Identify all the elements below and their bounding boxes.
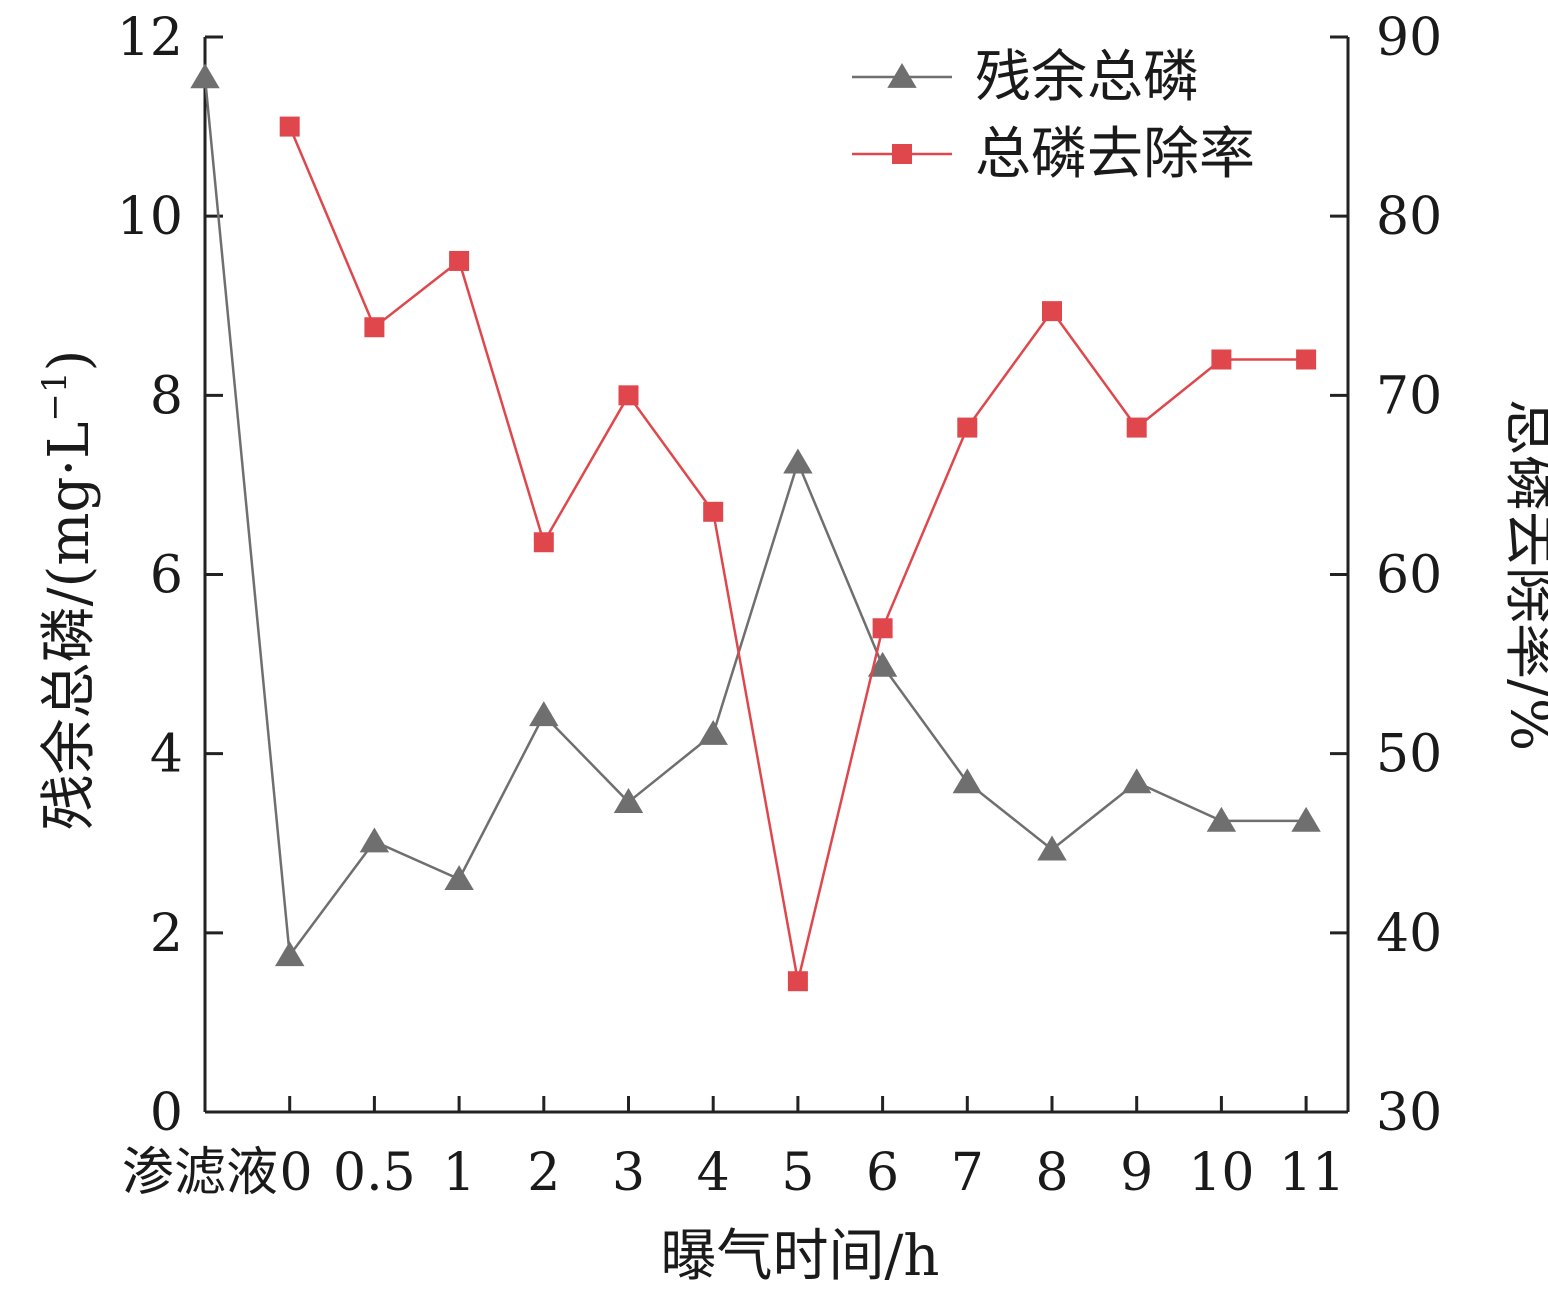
y-left-tick-label: 2 [150,904,183,964]
legend-label: 残余总磷 [975,45,1199,110]
y-axis-left-title-sup: −1 [35,372,75,422]
data-point-triangle [783,448,813,474]
y-left-tick-label: 0 [150,1083,183,1143]
data-point-square [1042,301,1062,322]
y-left-tick-label: 8 [150,366,183,426]
x-tick-label: 1 [443,1143,476,1203]
y-right-tick-label: 90 [1376,8,1442,68]
x-tick-label: 3 [612,1143,645,1203]
series-line [203,77,1307,959]
data-point-square [449,250,470,271]
legend-marker-triangle [887,63,917,88]
data-point-square [957,417,978,438]
x-axis-title: 曝气时间/h [661,1224,940,1289]
x-tick-label: 4 [697,1143,730,1203]
x-tick-label: 2 [527,1143,560,1203]
data-point-triangle [1206,806,1237,832]
series-1 [190,63,1321,967]
data-point-square [364,317,385,338]
legend-item-2: 总磷去除率 [852,122,1255,187]
y-axis-left-title: 残余总磷/(mg·L−1) [35,350,102,831]
data-point-triangle [1122,768,1152,794]
x-tick-label: 7 [951,1143,984,1203]
x-tick-label: 0.5 [333,1143,416,1203]
x-tick-label: 10 [1188,1143,1254,1203]
y-left-tick-label: 4 [150,725,183,785]
data-point-triangle [1037,835,1067,861]
legend-label: 总磷去除率 [975,122,1255,187]
x-tick-label: 0 [279,1143,312,1203]
data-point-square [1296,349,1317,370]
legend-item-1: 残余总磷 [852,45,1199,110]
data-point-triangle [952,768,982,794]
data-point-triangle [275,941,305,967]
y-right-tick-label: 80 [1376,187,1442,247]
data-point-triangle [698,719,728,745]
legend-marker-square [892,144,912,164]
x-tick-label: 11 [1279,1143,1345,1203]
y-axis-right-title: 总磷去除率/% [1498,399,1548,751]
data-point-triangle [359,827,390,853]
x-tick-label: 5 [781,1143,814,1203]
data-point-triangle [613,788,644,813]
series-2 [279,116,1317,992]
x-tick-label: 8 [1035,1143,1068,1203]
data-point-square [703,501,724,522]
data-point-triangle [190,63,220,89]
axes [203,37,1350,1114]
x-tick-label: 6 [866,1143,899,1203]
y-right-tick-label: 30 [1376,1083,1442,1143]
y-right-tick-label: 70 [1376,366,1442,426]
data-point-square [1126,417,1147,438]
y-left-tick-label: 10 [117,187,183,247]
data-point-square [533,532,554,553]
series-layer [190,63,1321,992]
data-point-square [618,385,639,406]
data-point-triangle [867,651,898,677]
data-point-square [1211,349,1232,370]
y-left-tick-label: 6 [150,546,183,606]
data-point-triangle [444,865,474,891]
data-point-square [872,618,893,639]
series-line [288,126,1307,982]
y-axis-left-title-main: 残余总磷/(mg·L [37,422,102,831]
x-tick-label: 渗滤液 [122,1143,278,1203]
y-right-tick-label: 50 [1376,725,1442,785]
data-point-triangle [1291,806,1321,832]
data-point-square [787,971,808,992]
y-right-tick-label: 40 [1376,904,1442,964]
y-right-tick-label: 60 [1376,546,1442,606]
x-tick-label: 9 [1120,1143,1153,1203]
data-point-square [279,116,300,137]
y-left-tick-label: 12 [117,8,183,68]
y-axis-left-title-close: ) [37,350,102,372]
data-point-triangle [529,701,559,727]
